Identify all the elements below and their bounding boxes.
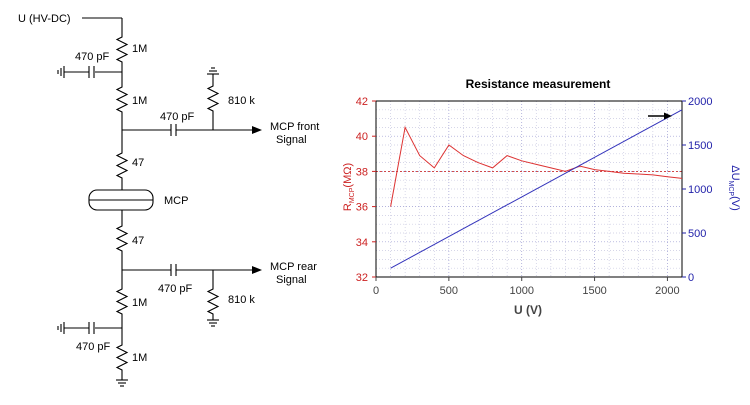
left-axis-label: RMCP(MΩ) <box>342 163 356 211</box>
rear-signal-label-2: Signal <box>276 274 307 286</box>
rear-cap-label: 470 pF <box>158 283 193 295</box>
resistor-top <box>115 34 129 66</box>
mcp-label: MCP <box>164 195 188 207</box>
right-axis-label: ΔUMCP(V) <box>727 165 741 211</box>
x-tick-label: 1000 <box>509 285 533 297</box>
resistance-chart: Resistance measurement 32 34 36 38 40 42 0 500… <box>342 77 741 317</box>
x-tick-label: 1500 <box>582 285 606 297</box>
left-axis-ticks: 32 34 36 38 40 42 <box>356 96 376 284</box>
front-signal-label-1: MCP front <box>270 121 319 133</box>
x-axis-ticks: 0 500 1000 1500 2000 <box>373 277 680 297</box>
left-tick-label: 38 <box>356 166 368 178</box>
resistor-47-top-label: 47 <box>132 157 144 169</box>
rear-load-resistor <box>206 286 220 320</box>
ground-icon <box>207 319 219 327</box>
left-tick-label: 32 <box>356 272 368 284</box>
front-signal-arrow-icon <box>252 126 262 134</box>
cap-top-left-label: 470 pF <box>75 51 110 63</box>
front-signal-label-2: Signal <box>276 134 307 146</box>
left-tick-label: 34 <box>356 237 368 249</box>
chart-grid <box>375 100 683 278</box>
resistor-third <box>115 286 129 318</box>
ground-icon <box>57 66 65 78</box>
front-load-label: 810 k <box>228 95 255 107</box>
resistor-third-label: 1M <box>132 297 147 309</box>
x-tick-label: 2000 <box>655 285 679 297</box>
resistor-second-label: 1M <box>132 95 147 107</box>
x-axis-label: U (V) <box>514 303 542 317</box>
x-tick-label: 500 <box>440 285 458 297</box>
resistor-second <box>115 84 129 116</box>
mcp-detector-icon <box>88 189 154 211</box>
left-tick-label: 42 <box>356 96 368 108</box>
resistor-top-label: 1M <box>132 43 147 55</box>
resistor-47-top <box>115 150 129 190</box>
resistor-bottom-label: 1M <box>132 352 147 364</box>
ground-icon <box>116 379 128 387</box>
resistor-47-bottom <box>115 210 129 270</box>
rear-signal-label-1: MCP rear <box>270 261 317 273</box>
left-tick-label: 40 <box>356 131 368 143</box>
x-tick-label: 0 <box>373 285 379 297</box>
circuit-diagram: U (HV-DC) 1M 470 pF 1M 470 pF MCP front … <box>18 13 319 387</box>
rear-load-label: 810 k <box>228 294 255 306</box>
left-tick-label: 36 <box>356 202 368 214</box>
annotation-arrow-icon <box>664 112 672 120</box>
resistor-bottom <box>115 342 129 380</box>
right-axis-ticks: 0 500 1000 1500 2000 <box>682 96 712 284</box>
series-line-r-mcp <box>390 125 683 207</box>
resistor-47-bottom-label: 47 <box>132 235 144 247</box>
right-tick-label: 0 <box>688 272 694 284</box>
front-cap-label: 470 pF <box>160 111 195 123</box>
right-tick-label: 1000 <box>688 184 712 196</box>
ground-icon <box>207 67 219 80</box>
ground-icon <box>57 322 65 334</box>
chart-title: Resistance measurement <box>466 77 611 91</box>
rear-signal-arrow-icon <box>252 266 262 274</box>
cap-bottom-left-label: 470 pF <box>76 341 111 353</box>
series-line-delta-u <box>390 109 683 269</box>
right-tick-label: 2000 <box>688 96 712 108</box>
right-tick-label: 500 <box>688 228 706 240</box>
right-tick-label: 1500 <box>688 140 712 152</box>
supply-label: U (HV-DC) <box>18 13 71 25</box>
front-load-resistor <box>206 80 220 114</box>
